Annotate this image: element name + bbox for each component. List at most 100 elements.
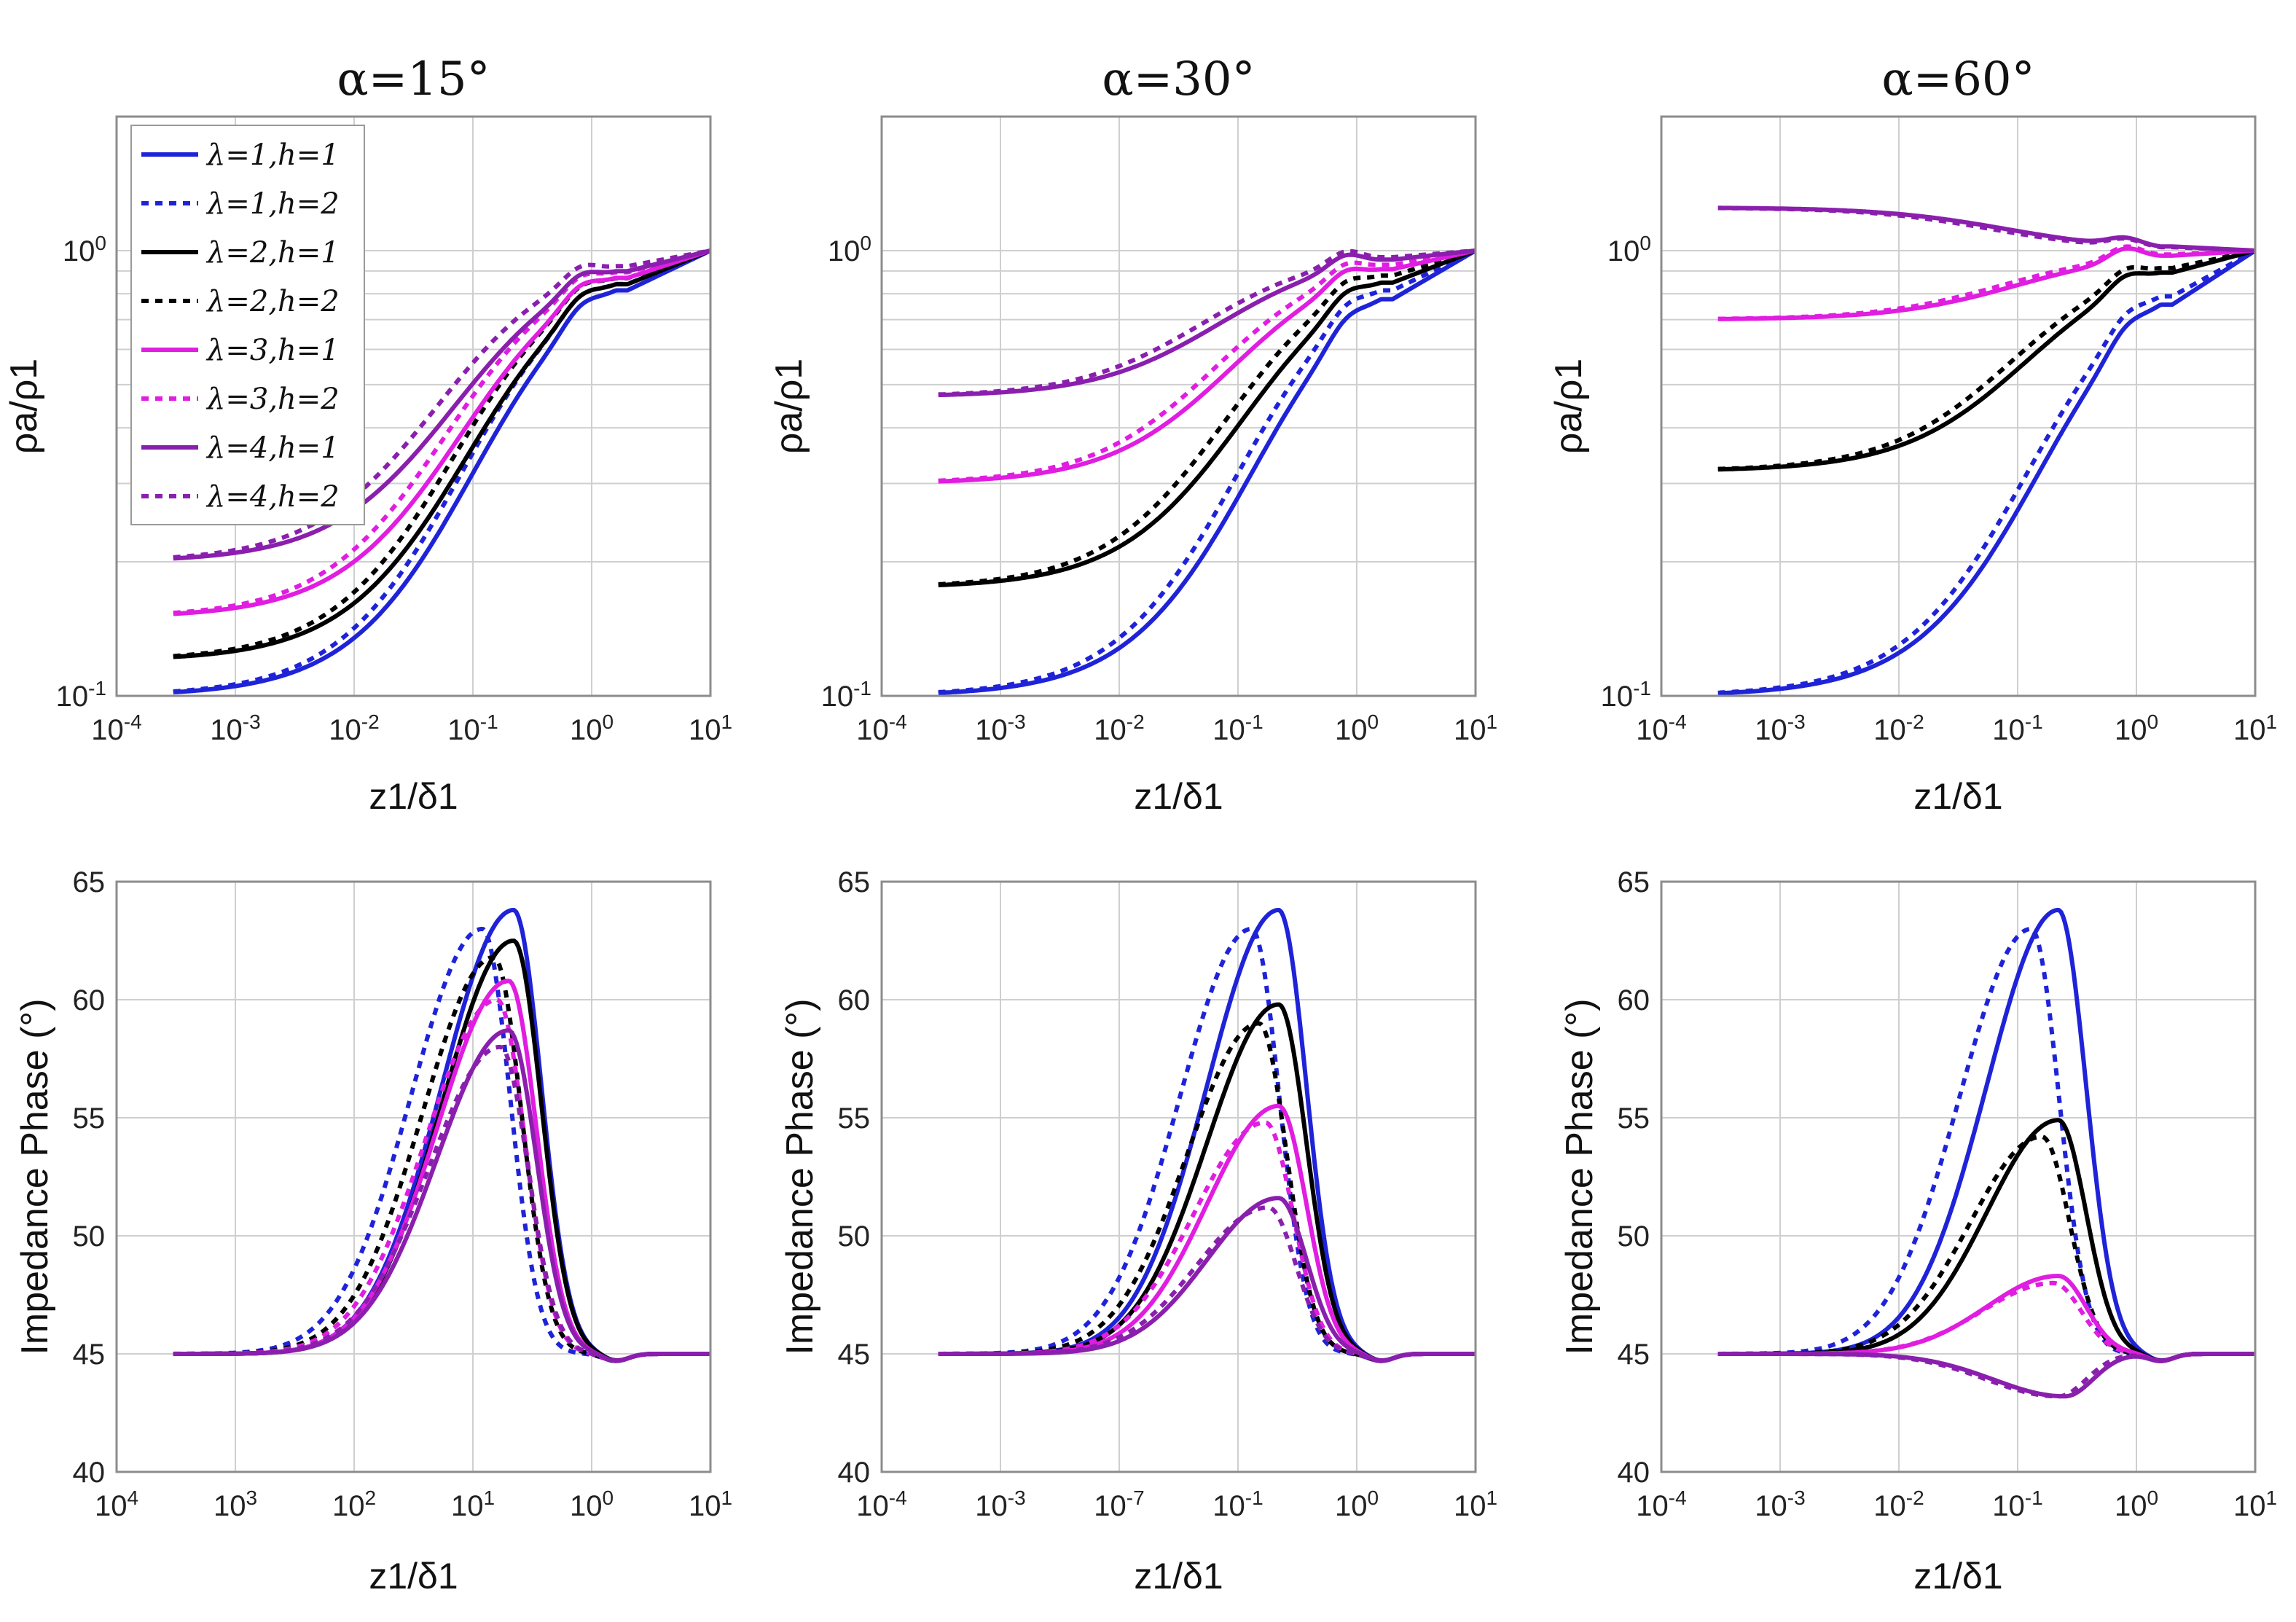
plot-frame bbox=[1660, 115, 2257, 697]
y-tick-label: 45 bbox=[1618, 1339, 1650, 1371]
series-line-lambda4-h2 bbox=[173, 1044, 711, 1363]
x-tick-label: 10-4 bbox=[856, 1486, 906, 1523]
x-tick-label: 10-1 bbox=[1212, 710, 1263, 747]
series-line-lambda4-h2 bbox=[938, 248, 1476, 397]
y-tick-label: 100 bbox=[828, 231, 871, 267]
grid bbox=[1661, 881, 2256, 1473]
legend-label: λ=4,h=1 bbox=[205, 431, 340, 465]
series-line-lambda1-h1 bbox=[1717, 908, 2256, 1363]
series-line-lambda2-h2 bbox=[1717, 1135, 2256, 1363]
series-line-lambda3-h2 bbox=[938, 248, 1476, 483]
x-tick-label: 100 bbox=[570, 710, 614, 747]
legend-label: λ=3,h=1 bbox=[205, 334, 340, 367]
series-line-lambda1-h1 bbox=[938, 908, 1476, 1363]
panel-bottom-1: 104 103 102 101 100 101 40 45 50 55 60 65 z1/δ1 Imped… bbox=[14, 866, 732, 1596]
x-tick-label: 10-1 bbox=[1212, 1486, 1263, 1523]
x-tick-label: 10-2 bbox=[1873, 1486, 1924, 1523]
y-tick-label: 60 bbox=[73, 984, 106, 1016]
series-line-lambda3-h2 bbox=[1717, 244, 2256, 321]
legend-label: λ=2,h=2 bbox=[205, 285, 340, 318]
y-tick-label: 50 bbox=[838, 1221, 871, 1253]
x-axis-label: z1/δ1 bbox=[1134, 776, 1223, 817]
series-line-lambda4-h1 bbox=[938, 1196, 1476, 1363]
y-tick-label: 55 bbox=[838, 1102, 871, 1135]
series-line-lambda2-h1 bbox=[1717, 248, 2256, 472]
x-tick-label: 10-1 bbox=[1992, 710, 2042, 747]
legend-label: λ=1,h=2 bbox=[205, 187, 340, 221]
series-line-lambda4-h2 bbox=[1717, 205, 2256, 253]
plot-frame bbox=[1660, 880, 2257, 1473]
y-tick-label: 60 bbox=[838, 984, 871, 1016]
y-tick-label: 45 bbox=[73, 1339, 106, 1371]
series-line-lambda4-h1 bbox=[173, 248, 711, 561]
series-line-lambda1-h2 bbox=[1717, 926, 2256, 1363]
series-line-lambda3-h1 bbox=[173, 248, 711, 616]
series-line-lambda4-h2 bbox=[938, 1205, 1476, 1363]
x-tick-label: 101 bbox=[451, 1486, 495, 1523]
panel-bottom-2: 10-4 10-3 10-7 10-1 100 101 40 45 50 55 60 65 z1/δ1 I… bbox=[779, 866, 1497, 1596]
series-line-lambda2-h2 bbox=[1717, 248, 2256, 471]
x-tick-label: 100 bbox=[1335, 1486, 1379, 1523]
series-line-lambda3-h2 bbox=[938, 1120, 1476, 1363]
series-line-lambda2-h2 bbox=[173, 955, 711, 1363]
y-tick-label: 65 bbox=[73, 866, 106, 898]
x-tick-label: 10-3 bbox=[975, 710, 1025, 747]
series-line-lambda1-h1 bbox=[938, 248, 1477, 695]
series-line-lambda2-h2 bbox=[173, 248, 711, 659]
legend-label: λ=1,h=1 bbox=[205, 138, 340, 172]
y-tick-label: 100 bbox=[1607, 231, 1651, 267]
x-tick-label: 101 bbox=[689, 1486, 732, 1523]
series-line-lambda4-h1 bbox=[1717, 1352, 2256, 1399]
x-tick-label: 101 bbox=[1454, 1486, 1497, 1523]
x-tick-label: 101 bbox=[2233, 1486, 2277, 1523]
y-axis-label: ρa/ρ1 bbox=[3, 359, 45, 454]
x-tick-label: 10-3 bbox=[1755, 710, 1805, 747]
panel-top-3: 10-4 10-3 10-2 10-1 100 101 10-1 100 α=60° z1/δ1 ρ… bbox=[1548, 52, 2277, 817]
x-tick-label: 100 bbox=[1335, 710, 1379, 747]
plot-frame bbox=[115, 115, 712, 697]
x-tick-label: 10-3 bbox=[210, 710, 260, 747]
series-line-lambda1-h1 bbox=[173, 248, 712, 694]
x-axis-label: z1/δ1 bbox=[1134, 1556, 1223, 1596]
x-tick-label: 104 bbox=[95, 1486, 138, 1523]
panel-top-1: 10-4 10-3 10-2 10-1 100 101 10-1 100 α=15° z1/δ1 ρ… bbox=[3, 52, 732, 817]
series-line-lambda2-h2 bbox=[938, 248, 1476, 587]
x-tick-label: 10-7 bbox=[1094, 1486, 1144, 1523]
x-tick-label: 101 bbox=[2233, 710, 2277, 747]
series-line-lambda3-h1 bbox=[1717, 1274, 2256, 1363]
series-line-lambda3-h1 bbox=[1717, 246, 2256, 321]
x-axis-label: z1/δ1 bbox=[1913, 776, 2002, 817]
y-tick-label: 100 bbox=[63, 231, 106, 267]
x-tick-label: 101 bbox=[1454, 710, 1497, 747]
panel-title: α=60° bbox=[1881, 52, 2034, 106]
y-tick-label: 10-1 bbox=[821, 677, 871, 713]
y-tick-label: 65 bbox=[1618, 866, 1650, 898]
y-axis-label: Impedance Phase (°) bbox=[1559, 998, 1601, 1355]
x-tick-label: 10-4 bbox=[1636, 1486, 1686, 1523]
series-line-lambda3-h1 bbox=[173, 979, 711, 1363]
y-tick-label: 10-1 bbox=[56, 677, 106, 713]
x-tick-label: 10-1 bbox=[447, 710, 498, 747]
y-axis-label: Impedance Phase (°) bbox=[14, 998, 56, 1355]
y-tick-label: 40 bbox=[838, 1457, 871, 1489]
y-tick-label: 60 bbox=[1618, 984, 1650, 1016]
legend-label: λ=4,h=2 bbox=[205, 480, 340, 514]
panel-bottom-3: 10-4 10-3 10-2 10-1 100 101 40 45 50 55 60 65 z1/δ1 I… bbox=[1559, 866, 2277, 1596]
y-tick-label: 55 bbox=[1618, 1102, 1650, 1135]
legend-label: λ=2,h=1 bbox=[205, 236, 340, 270]
x-tick-label: 100 bbox=[2115, 1486, 2158, 1523]
y-tick-label: 65 bbox=[838, 866, 871, 898]
series-line-lambda3-h2 bbox=[1717, 1280, 2256, 1363]
series-line-lambda2-h1 bbox=[938, 248, 1477, 587]
y-tick-label: 45 bbox=[838, 1339, 871, 1371]
y-tick-label: 10-1 bbox=[1601, 677, 1651, 713]
x-tick-label: 10-2 bbox=[1873, 710, 1924, 747]
x-tick-label: 100 bbox=[2115, 710, 2158, 747]
plot-frame bbox=[880, 115, 1477, 697]
x-tick-label: 10-1 bbox=[1992, 1486, 2042, 1523]
series-line-lambda1-h2 bbox=[1717, 248, 2257, 695]
plot-frame bbox=[880, 880, 1477, 1473]
x-tick-label: 10-4 bbox=[1636, 710, 1686, 747]
series-line-lambda3-h2 bbox=[173, 248, 711, 616]
x-tick-label: 103 bbox=[213, 1486, 257, 1523]
